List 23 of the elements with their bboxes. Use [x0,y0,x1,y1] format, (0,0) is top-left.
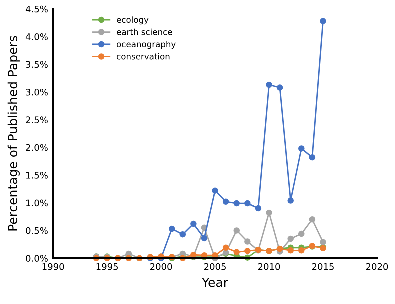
x-tick-label: 2020 [366,263,388,270]
y-tick-label: 0.5% [26,227,48,234]
y-tick-label: 1.5% [26,172,48,179]
y-tick-label: 2.0% [26,144,48,152]
x-tick-label: 1995 [96,263,118,270]
x-tick-label: 2005 [204,263,226,270]
y-tick-label: 3.0% [26,88,48,96]
y-tick-label: 2.5% [26,116,48,124]
legend-label: earth science [117,28,172,36]
x-tick-label: 2015 [312,263,334,270]
x-tick-label: 1990 [42,263,64,270]
x-axis-title: Year [202,278,229,288]
y-tick-label: 3.5% [26,61,48,68]
x-tick-label: 2000 [150,263,172,270]
y-tick-label: 1.0% [26,200,48,207]
x-tick-label: 2010 [258,263,280,270]
legend-label: ecology [117,16,149,25]
y-tick-label: 4.5% [26,6,48,13]
legend-label: oceanography [117,41,176,50]
y-axis-title: Percentage of Published Papers [8,36,20,231]
y-tick-label: 4.0% [26,34,48,40]
legend-label: conservation [117,53,170,60]
y-tick-label: 0.0% [26,255,48,262]
